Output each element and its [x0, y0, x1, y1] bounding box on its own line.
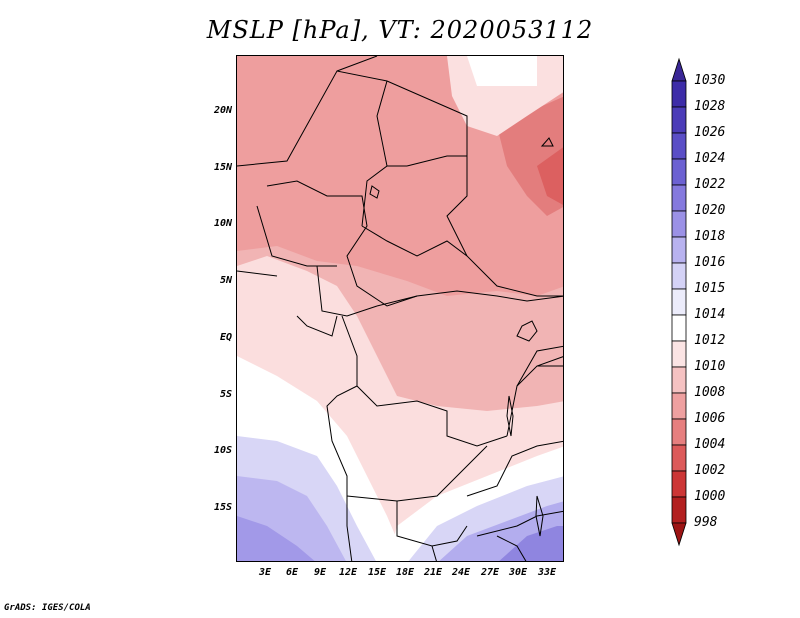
field-1004-ne: [537, 147, 563, 205]
lon-label-24e: 24E: [451, 567, 471, 578]
colorbar-box: [671, 418, 687, 446]
pressure-field: [237, 56, 563, 561]
lon-label-18e: 18E: [395, 567, 415, 578]
colorbar-box: [671, 444, 687, 472]
field-1018-se: [499, 526, 563, 561]
field-1012-top: [467, 56, 537, 86]
colorbar-box: [671, 314, 687, 342]
lon-label-30e: 30E: [508, 567, 528, 578]
colorbar-label: 1010: [694, 359, 726, 374]
lon-label-15e: 15E: [367, 567, 387, 578]
lake-malawi: [535, 495, 544, 537]
colorbar-label: 1015: [694, 281, 726, 296]
mslp-map: [236, 55, 564, 562]
colorbar-label: 1016: [694, 255, 726, 270]
colorbar-box: [671, 340, 687, 368]
lon-label-12e: 12E: [338, 567, 358, 578]
lake-victoria: [516, 320, 538, 342]
colorbar-label: 1002: [694, 463, 726, 478]
lon-label-9e: 9E: [313, 567, 327, 578]
colorbar-label: 1018: [694, 229, 726, 244]
lon-label-27e: 27E: [480, 567, 500, 578]
colorbar-box: [671, 184, 687, 212]
field-1018-sw: [237, 516, 315, 561]
colorbar-bottom-triangle: [671, 522, 687, 547]
lat-label-20n: 20N: [213, 105, 232, 116]
lon-label-21e: 21E: [423, 567, 443, 578]
lat-label-10n: 10N: [213, 218, 232, 229]
colorbar-label: 1000: [694, 489, 726, 504]
lakes: [369, 137, 554, 537]
colorbar-box: [671, 132, 687, 160]
colorbar-box: [671, 236, 687, 264]
colorbar-label: 1014: [694, 307, 726, 322]
colorbar-box: [671, 262, 687, 290]
colorbar-top-triangle: [671, 57, 687, 82]
colorbar-label: 1008: [694, 385, 726, 400]
map-title: MSLP [hPa], VT: 2020053112: [206, 16, 594, 44]
colorbar-box: [671, 392, 687, 420]
lat-label-5s: 5S: [219, 389, 232, 400]
colorbar-label: 1022: [694, 177, 726, 192]
colorbar-box: [671, 106, 687, 134]
lat-label-15n: 15N: [213, 162, 232, 173]
footer-credit: GrADS: IGES/COLA: [4, 603, 91, 613]
colorbar-box: [671, 288, 687, 316]
lat-label-5n: 5N: [219, 275, 232, 286]
colorbar-box: [671, 80, 687, 108]
colorbar-label: 1024: [694, 151, 726, 166]
colorbar-box: [671, 210, 687, 238]
country-borders: [237, 56, 563, 561]
colorbar-label: 1012: [694, 333, 726, 348]
colorbar-label: 1028: [694, 99, 726, 114]
lon-label-6e: 6E: [285, 567, 299, 578]
colorbar-label: 998: [694, 515, 718, 530]
colorbar-box: [671, 470, 687, 498]
colorbar: [671, 57, 687, 547]
colorbar-box: [671, 496, 687, 524]
lat-label-eq: EQ: [219, 332, 232, 343]
lat-label-15s: 15S: [213, 502, 232, 513]
lon-label-3e: 3E: [258, 567, 272, 578]
colorbar-box: [671, 158, 687, 186]
colorbar-label: 1030: [694, 73, 726, 88]
colorbar-label: 1026: [694, 125, 726, 140]
colorbar-label: 1006: [694, 411, 726, 426]
lake-tana: [540, 137, 554, 147]
colorbar-box: [671, 366, 687, 394]
lake-tanganyika: [506, 395, 514, 437]
lake-chad: [369, 185, 380, 199]
colorbar-label: 1004: [694, 437, 726, 452]
colorbar-label: 1020: [694, 203, 726, 218]
lat-label-10s: 10S: [213, 445, 232, 456]
lon-label-33e: 33E: [537, 567, 557, 578]
